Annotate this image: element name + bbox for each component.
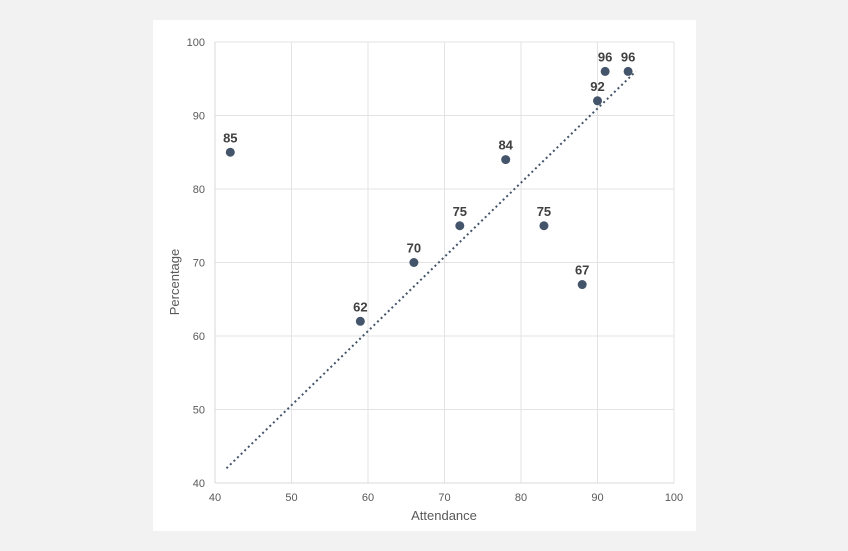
data-label: 75 bbox=[537, 204, 551, 219]
y-tick-label: 40 bbox=[193, 478, 205, 490]
data-point bbox=[409, 258, 419, 267]
data-label: 70 bbox=[407, 241, 421, 256]
y-tick-label: 80 bbox=[193, 184, 205, 196]
trendline-layer bbox=[225, 70, 637, 470]
data-label: 75 bbox=[453, 204, 467, 219]
data-label: 67 bbox=[575, 263, 589, 278]
grid bbox=[215, 41, 675, 483]
data-point bbox=[455, 221, 465, 231]
x-tick-label: 90 bbox=[591, 492, 603, 504]
y-tick-label: 60 bbox=[193, 331, 205, 343]
data-label: 96 bbox=[621, 49, 635, 64]
data-label: 84 bbox=[498, 138, 513, 153]
chart-card: 40 50 60 70 80 90 100 40 50 60 70 80 90 100 85 62 70 75 8… bbox=[153, 20, 696, 531]
data-point bbox=[501, 155, 511, 165]
trendline bbox=[225, 70, 637, 470]
x-tick-label: 50 bbox=[285, 492, 297, 504]
data-point bbox=[225, 147, 235, 157]
x-tick-label: 40 bbox=[209, 492, 221, 504]
data-point bbox=[355, 316, 365, 326]
x-tick-label: 80 bbox=[515, 492, 527, 504]
data-point bbox=[593, 96, 602, 106]
y-tick-label: 100 bbox=[187, 37, 205, 49]
axes: 40 50 60 70 80 90 100 40 50 60 70 80 90 100 bbox=[187, 37, 684, 504]
data-label: 62 bbox=[353, 299, 367, 314]
x-tick-label: 100 bbox=[665, 492, 683, 504]
data-labels: 85 62 70 75 84 75 67 92 96 96 bbox=[223, 49, 635, 314]
x-tick-label: 70 bbox=[438, 492, 450, 504]
data-label: 92 bbox=[590, 79, 604, 94]
y-tick-label: 90 bbox=[193, 111, 205, 123]
data-point bbox=[577, 280, 587, 290]
y-axis-title: Percentage bbox=[167, 249, 182, 316]
data-point bbox=[623, 66, 633, 76]
y-tick-label: 50 bbox=[193, 405, 205, 417]
data-points bbox=[225, 66, 633, 326]
data-label: 85 bbox=[223, 130, 237, 145]
data-point bbox=[600, 66, 610, 76]
data-point bbox=[539, 221, 549, 231]
y-tick-label: 70 bbox=[193, 258, 205, 270]
data-label: 96 bbox=[598, 49, 612, 64]
x-tick-label: 60 bbox=[362, 492, 374, 504]
x-axis-title: Attendance bbox=[411, 508, 477, 523]
